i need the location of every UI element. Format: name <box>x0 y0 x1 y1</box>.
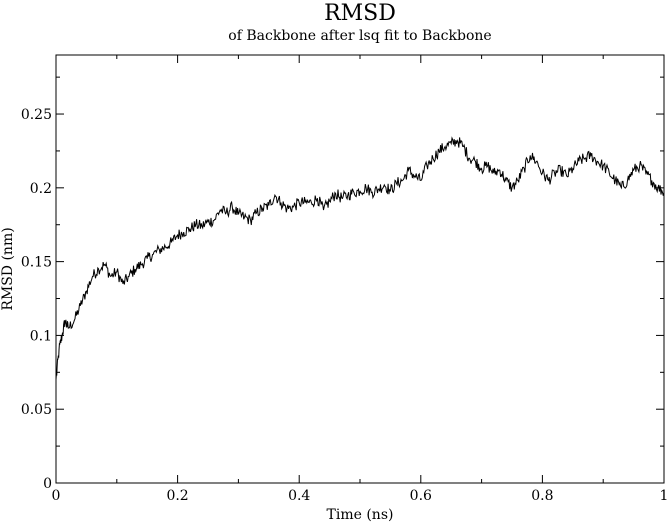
x-tick-label: 0.8 <box>531 488 553 504</box>
x-tick-label: 0 <box>52 488 61 504</box>
chart-title: RMSD <box>324 1 396 26</box>
x-axis-label: Time (ns) <box>327 507 394 523</box>
x-tick-label: 0.4 <box>288 488 310 504</box>
y-tick-label: 0.15 <box>21 255 52 271</box>
chart-subtitle: of Backbone after lsq fit to Backbone <box>228 28 491 44</box>
y-axis-label: RMSD (nm) <box>0 227 16 310</box>
plot-frame <box>55 54 665 484</box>
x-tick-label: 0.6 <box>410 488 432 504</box>
y-tick-label: 0.2 <box>30 181 52 197</box>
x-tick-label: 0.2 <box>166 488 188 504</box>
x-tick-label: 1 <box>660 488 668 504</box>
y-axis-ticks: 0 0.05 0.1 0.15 0.2 0.25 <box>21 76 664 492</box>
y-tick-label: 0.05 <box>21 402 52 418</box>
rmsd-series-line <box>55 136 665 380</box>
y-tick-label: 0.25 <box>21 107 52 123</box>
x-axis-ticks: 0 0.2 0.4 0.6 0.8 1 <box>52 55 668 504</box>
y-tick-label: 0.1 <box>30 328 52 344</box>
y-tick-label: 0 <box>43 476 52 492</box>
